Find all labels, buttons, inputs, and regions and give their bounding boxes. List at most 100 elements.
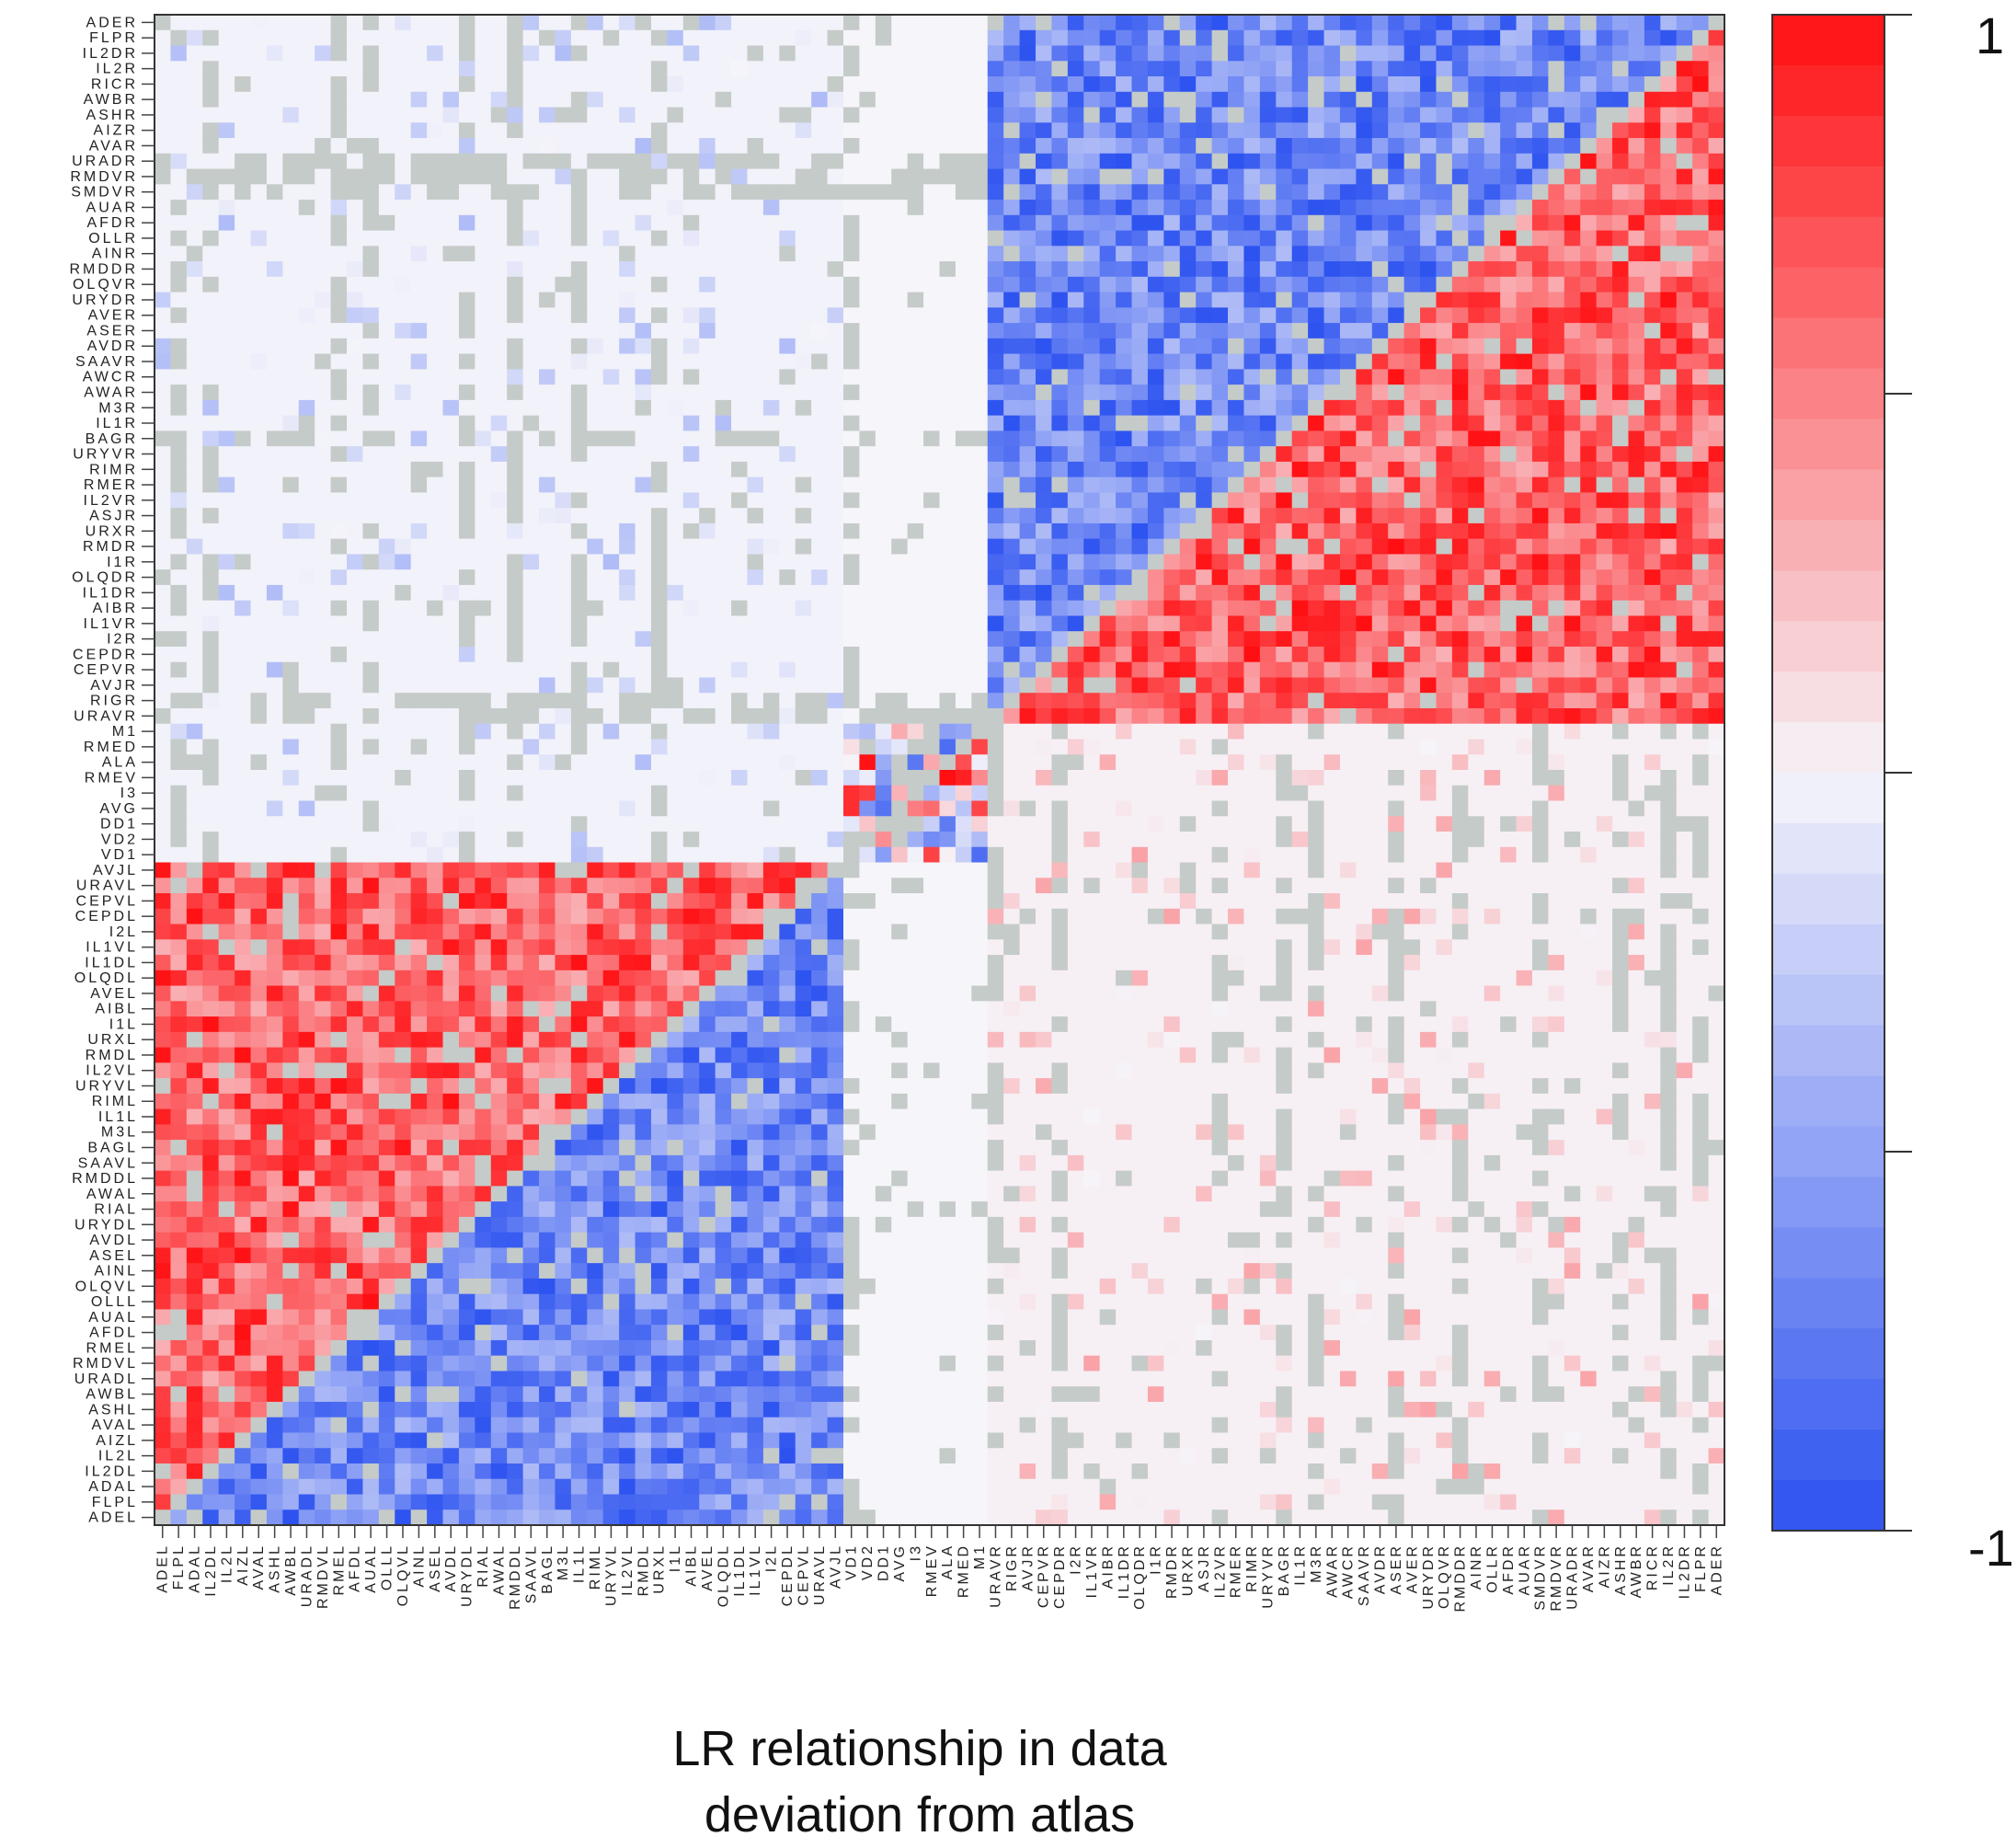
heatmap-cell [490, 538, 508, 556]
heatmap-cell [875, 785, 892, 802]
heatmap-cell [1339, 200, 1357, 216]
heatmap-cell [650, 538, 668, 556]
heatmap-cell [155, 677, 172, 694]
heatmap-cell [1356, 446, 1373, 463]
heatmap-cell [699, 91, 716, 109]
heatmap-cell [715, 168, 732, 185]
heatmap-cell [155, 107, 172, 123]
heatmap-cell [186, 276, 203, 293]
heatmap-cell [1708, 385, 1725, 401]
heatmap-cell [555, 569, 572, 586]
heatmap-cell [587, 168, 604, 185]
heatmap-cell [1596, 569, 1613, 586]
heatmap-cell [971, 461, 989, 478]
heatmap-cell [731, 446, 749, 463]
heatmap-cell [650, 785, 668, 802]
heatmap-cell [1147, 107, 1164, 123]
heatmap-cell [891, 522, 909, 540]
heatmap-cell [250, 646, 268, 663]
heatmap-cell [747, 492, 764, 509]
heatmap-cell [282, 261, 300, 278]
heatmap-cell [715, 261, 732, 278]
heatmap-cell [619, 184, 636, 201]
heatmap-cell [1468, 770, 1485, 786]
heatmap-cell [762, 538, 780, 556]
heatmap-cell [923, 754, 941, 771]
heatmap-cell [235, 168, 252, 185]
heatmap-cell [1403, 739, 1421, 755]
heatmap-cell [587, 45, 604, 62]
heatmap-cell [715, 138, 732, 155]
heatmap-cell [1436, 461, 1453, 478]
heatmap-cell [155, 538, 172, 556]
heatmap-cell [619, 385, 636, 401]
heatmap-cell [266, 61, 283, 77]
heatmap-cell [1451, 338, 1469, 355]
heatmap-cell [650, 153, 668, 170]
heatmap-cell [1628, 661, 1645, 679]
heatmap-cell [1179, 138, 1197, 155]
heatmap-cell [427, 122, 444, 139]
heatmap-cell [1500, 461, 1518, 478]
heatmap-cell [1548, 323, 1565, 339]
heatmap-cell [842, 615, 861, 632]
heatmap-cell [282, 353, 300, 370]
heatmap-cell [923, 276, 941, 293]
heatmap-cell [747, 76, 764, 93]
heatmap-cell [602, 554, 620, 570]
heatmap-cell [347, 785, 364, 802]
heatmap-cell [1531, 168, 1549, 185]
heatmap-cell [1644, 569, 1661, 586]
heatmap-cell [939, 770, 956, 786]
heatmap-cell [1564, 369, 1581, 385]
heatmap-cell [1628, 276, 1645, 293]
heatmap-cell [1339, 168, 1357, 185]
heatmap-cell [795, 538, 812, 556]
heatmap-cell [1019, 15, 1037, 31]
heatmap-cell [1676, 739, 1693, 755]
heatmap-cell [1708, 122, 1725, 139]
heatmap-cell [667, 615, 684, 632]
heatmap-cell [587, 307, 604, 324]
heatmap-cell [1099, 138, 1117, 155]
heatmap-cell [971, 61, 989, 77]
heatmap-cell [731, 200, 749, 216]
heatmap-cell [971, 168, 989, 185]
heatmap-cell [715, 522, 732, 540]
heatmap-cell [442, 230, 460, 247]
heatmap-cell [1276, 261, 1293, 278]
heatmap-cell [507, 122, 524, 139]
heatmap-cell [1371, 600, 1389, 617]
heatmap-cell [1483, 91, 1501, 109]
heatmap-cell [682, 554, 700, 570]
heatmap-cell [1371, 45, 1389, 62]
heatmap-cell [1436, 739, 1453, 755]
heatmap-cell [1003, 230, 1021, 247]
heatmap-cell [635, 369, 652, 385]
heatmap-cell [1147, 522, 1164, 540]
heatmap-cell [362, 184, 380, 201]
heatmap-cell [1420, 770, 1438, 786]
heatmap-cell [795, 446, 812, 463]
heatmap-cell [1228, 646, 1245, 663]
heatmap-cell [1003, 554, 1021, 570]
heatmap-cell [1708, 184, 1725, 201]
heatmap-cell [619, 200, 636, 216]
heatmap-cell [282, 45, 300, 62]
heatmap-cell [570, 292, 588, 308]
heatmap-cell [699, 538, 716, 556]
heatmap-cell [1676, 600, 1693, 617]
heatmap-cell [1276, 615, 1293, 632]
heatmap-cell [667, 338, 684, 355]
heatmap-cell [602, 785, 620, 802]
heatmap-cell [1516, 230, 1533, 247]
heatmap-cell [250, 569, 268, 586]
heatmap-cell [1131, 122, 1149, 139]
heatmap-cell [1179, 153, 1197, 170]
heatmap-cell [298, 707, 315, 725]
heatmap-cell [1644, 538, 1661, 556]
heatmap-cell [715, 415, 732, 431]
heatmap-cell [1500, 323, 1518, 339]
heatmap-cell [1644, 29, 1661, 47]
heatmap-cell [202, 399, 220, 417]
